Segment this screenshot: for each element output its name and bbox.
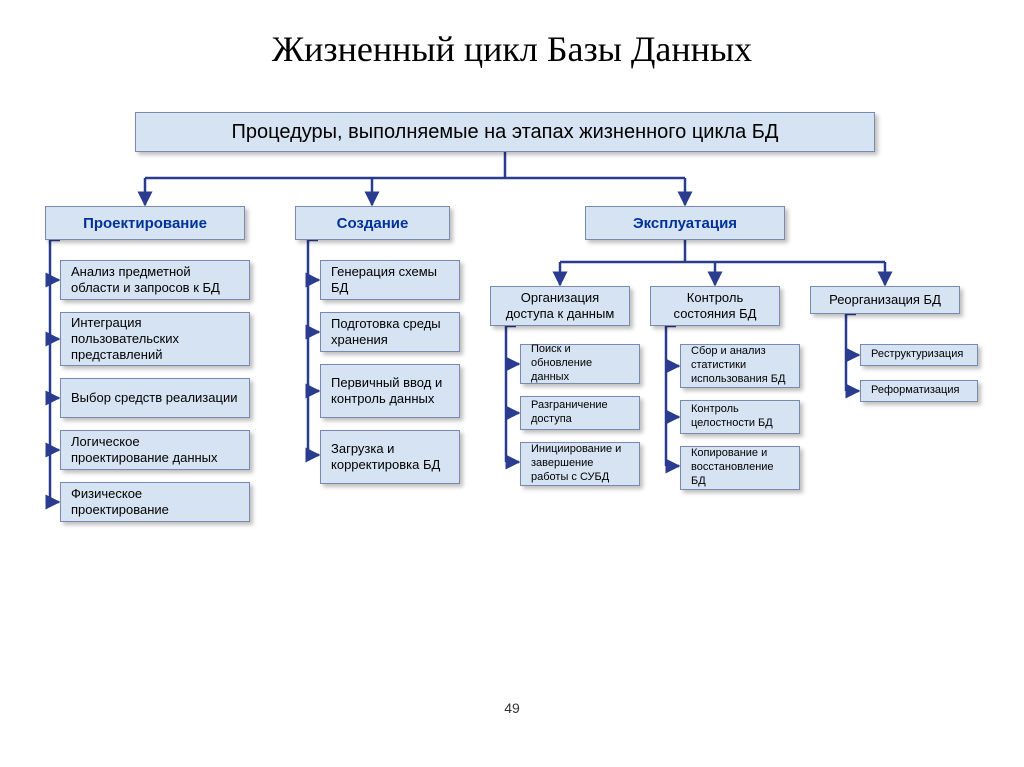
subhead-control: Контроль состояния БД <box>650 286 780 326</box>
control-leaf-2: Копирование и восстановление БД <box>680 446 800 490</box>
design-leaf-4-label: Физическое проектирование <box>71 486 239 519</box>
control-leaf-1-label: Контроль целостности БД <box>691 403 789 431</box>
design-leaf-1: Интеграция пользовательских представлени… <box>60 312 250 366</box>
create-leaf-3-label: Загрузка и корректировка БД <box>331 441 449 474</box>
access-leaf-0: Поиск и обновление данных <box>520 344 640 384</box>
reorg-leaf-1-label: Реформатизация <box>871 384 959 398</box>
phase-create-label: Создание <box>337 215 409 232</box>
page-title: Жизненный цикл Базы Данных <box>0 28 1024 70</box>
access-leaf-0-label: Поиск и обновление данных <box>531 343 629 384</box>
subhead-access-label: Организация доступа к данным <box>501 290 619 323</box>
control-leaf-0: Сбор и анализ статистики использования Б… <box>680 344 800 388</box>
access-leaf-2: Инициирование и завершение работы с СУБД <box>520 442 640 486</box>
page-number: 49 <box>0 700 1024 716</box>
phase-create: Создание <box>295 206 450 240</box>
control-leaf-0-label: Сбор и анализ статистики использования Б… <box>691 345 789 386</box>
root-box: Процедуры, выполняемые на этапах жизненн… <box>135 112 875 152</box>
create-leaf-2: Первичный ввод и контроль данных <box>320 364 460 418</box>
root-label: Процедуры, выполняемые на этапах жизненн… <box>232 121 779 144</box>
create-leaf-0: Генерация схемы БД <box>320 260 460 300</box>
design-leaf-0: Анализ предметной области и запросов к Б… <box>60 260 250 300</box>
subhead-reorg-label: Реорганизация БД <box>829 292 941 308</box>
phase-design: Проектирование <box>45 206 245 240</box>
design-leaf-4: Физическое проектирование <box>60 482 250 522</box>
create-leaf-1-label: Подготовка среды хранения <box>331 316 449 349</box>
design-leaf-3: Логическое проектирование данных <box>60 430 250 470</box>
control-leaf-1: Контроль целостности БД <box>680 400 800 434</box>
access-leaf-1-label: Разграничение доступа <box>531 399 629 427</box>
design-leaf-0-label: Анализ предметной области и запросов к Б… <box>71 264 239 297</box>
create-leaf-3: Загрузка и корректировка БД <box>320 430 460 484</box>
subhead-reorg: Реорганизация БД <box>810 286 960 314</box>
design-leaf-2-label: Выбор средств реализации <box>71 390 237 406</box>
design-leaf-2: Выбор средств реализации <box>60 378 250 418</box>
control-leaf-2-label: Копирование и восстановление БД <box>691 447 789 488</box>
phase-exploit: Эксплуатация <box>585 206 785 240</box>
design-leaf-3-label: Логическое проектирование данных <box>71 434 239 467</box>
design-leaf-1-label: Интеграция пользовательских представлени… <box>71 315 239 364</box>
reorg-leaf-0: Реструктуризация <box>860 344 978 366</box>
reorg-leaf-0-label: Реструктуризация <box>871 348 963 362</box>
subhead-control-label: Контроль состояния БД <box>661 290 769 323</box>
reorg-leaf-1: Реформатизация <box>860 380 978 402</box>
create-leaf-2-label: Первичный ввод и контроль данных <box>331 375 449 408</box>
phase-design-label: Проектирование <box>83 215 207 232</box>
access-leaf-1: Разграничение доступа <box>520 396 640 430</box>
create-leaf-0-label: Генерация схемы БД <box>331 264 449 297</box>
create-leaf-1: Подготовка среды хранения <box>320 312 460 352</box>
phase-exploit-label: Эксплуатация <box>633 215 737 232</box>
subhead-access: Организация доступа к данным <box>490 286 630 326</box>
access-leaf-2-label: Инициирование и завершение работы с СУБД <box>531 443 629 484</box>
